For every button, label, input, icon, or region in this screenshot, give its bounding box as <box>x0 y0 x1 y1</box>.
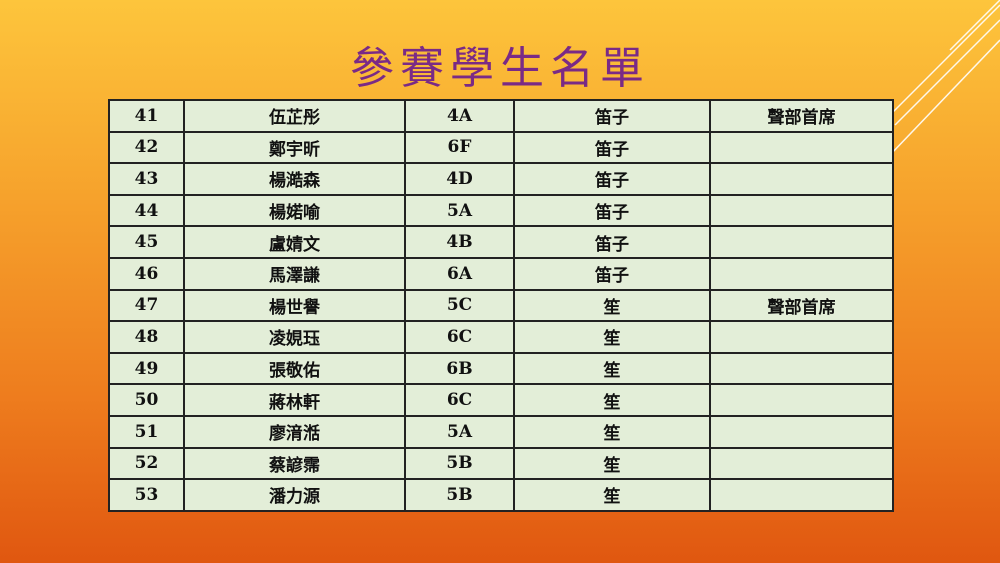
student-number-cell: 49 <box>108 351 185 386</box>
instrument-cell: 笙 <box>513 446 711 481</box>
student-name-cell: 伍芷彤 <box>183 99 406 133</box>
student-name-cell: 馬澤謙 <box>183 256 406 291</box>
table-row: 41 伍芷彤 4A 笛子 聲部首席 <box>108 99 894 133</box>
role-cell <box>709 193 894 228</box>
instrument-cell: 笛子 <box>513 193 711 228</box>
student-name-cell: 楊婼喻 <box>183 193 406 228</box>
role-cell <box>709 478 894 512</box>
role-cell <box>709 320 894 354</box>
class-cell: 5B <box>404 478 515 512</box>
table-row: 43 楊澔森 4D 笛子 <box>108 162 894 196</box>
role-cell <box>709 225 894 259</box>
instrument-cell: 笛子 <box>513 256 711 291</box>
table-row: 51 廖湇湉 5A 笙 <box>108 414 894 449</box>
class-cell: 6C <box>404 320 515 354</box>
class-cell: 5A <box>404 193 515 228</box>
table-row: 53 潘力源 5B 笙 <box>108 478 894 512</box>
class-cell: 4B <box>404 225 515 259</box>
role-cell <box>709 130 894 165</box>
student-name-cell: 張敬佑 <box>183 351 406 386</box>
class-cell: 6B <box>404 351 515 386</box>
instrument-cell: 笙 <box>513 478 711 512</box>
student-number-cell: 52 <box>108 446 185 481</box>
student-name-cell: 廖湇湉 <box>183 414 406 449</box>
role-cell: 聲部首席 <box>709 99 894 133</box>
student-number-cell: 51 <box>108 414 185 449</box>
student-name-cell: 楊世譽 <box>183 288 406 323</box>
instrument-cell: 笙 <box>513 414 711 449</box>
class-cell: 6C <box>404 383 515 417</box>
student-number-cell: 41 <box>108 99 185 133</box>
instrument-cell: 笛子 <box>513 162 711 196</box>
instrument-cell: 笙 <box>513 383 711 417</box>
student-name-cell: 楊澔森 <box>183 162 406 196</box>
role-cell <box>709 162 894 196</box>
student-number-cell: 47 <box>108 288 185 323</box>
class-cell: 6F <box>404 130 515 165</box>
student-name-cell: 蔡諺霈 <box>183 446 406 481</box>
student-number-cell: 44 <box>108 193 185 228</box>
student-name-cell: 鄭宇昕 <box>183 130 406 165</box>
role-cell <box>709 351 894 386</box>
student-number-cell: 53 <box>108 478 185 512</box>
role-cell <box>709 383 894 417</box>
decorative-lines <box>890 0 1000 156</box>
role-cell: 聲部首席 <box>709 288 894 323</box>
instrument-cell: 笛子 <box>513 99 711 133</box>
student-name-cell: 凌娊珏 <box>183 320 406 354</box>
student-number-cell: 42 <box>108 130 185 165</box>
instrument-cell: 笛子 <box>513 225 711 259</box>
student-table: 41 伍芷彤 4A 笛子 聲部首席 42 鄭宇昕 6F 笛子 43 楊澔森 4D 笛子 44 楊婼喻 5A 笛子… <box>108 99 894 512</box>
student-name-cell: 潘力源 <box>183 478 406 512</box>
class-cell: 4D <box>404 162 515 196</box>
table-row: 47 楊世譽 5C 笙聲部首席 <box>108 288 894 323</box>
student-name-cell: 蔣林軒 <box>183 383 406 417</box>
student-number-cell: 50 <box>108 383 185 417</box>
table-row: 48 凌娊珏 6C 笙 <box>108 320 894 354</box>
student-number-cell: 45 <box>108 225 185 259</box>
instrument-cell: 笙 <box>513 351 711 386</box>
student-number-cell: 48 <box>108 320 185 354</box>
role-cell <box>709 256 894 291</box>
table-row: 49 張敬佑 6B 笙 <box>108 351 894 386</box>
class-cell: 5A <box>404 414 515 449</box>
role-cell <box>709 446 894 481</box>
class-cell: 5B <box>404 446 515 481</box>
class-cell: 5C <box>404 288 515 323</box>
class-cell: 6A <box>404 256 515 291</box>
table-row: 52 蔡諺霈 5B 笙 <box>108 446 894 481</box>
table-row: 44 楊婼喻 5A 笛子 <box>108 193 894 228</box>
student-name-cell: 盧婧文 <box>183 225 406 259</box>
table-row: 50 蔣林軒 6C 笙 <box>108 383 894 417</box>
page-title: 參賽學生名單 <box>350 43 650 94</box>
class-cell: 4A <box>404 99 515 133</box>
student-number-cell: 46 <box>108 256 185 291</box>
instrument-cell: 笛子 <box>513 130 711 165</box>
role-cell <box>709 414 894 449</box>
table-row: 46 馬澤謙 6A 笛子 <box>108 256 894 291</box>
instrument-cell: 笙 <box>513 320 711 354</box>
table-row: 45 盧婧文 4B 笛子 <box>108 225 894 259</box>
instrument-cell: 笙 <box>513 288 711 323</box>
table-row: 42 鄭宇昕 6F 笛子 <box>108 130 894 165</box>
student-number-cell: 43 <box>108 162 185 196</box>
